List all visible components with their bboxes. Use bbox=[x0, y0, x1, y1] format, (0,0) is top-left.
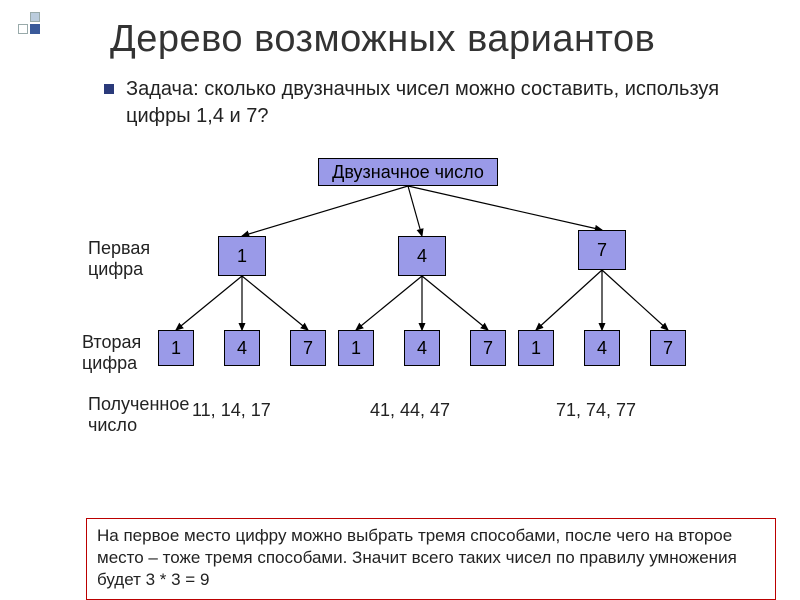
result-group-0: 11, 14, 17 bbox=[192, 400, 271, 421]
tree-level2-node-4: 4 bbox=[404, 330, 440, 366]
tree-level2-node-1: 4 bbox=[224, 330, 260, 366]
tree-level2-node-0: 1 bbox=[158, 330, 194, 366]
tree-level2-node-8-label: 7 bbox=[663, 338, 673, 359]
row-label-second-digit: Вторая цифра bbox=[82, 332, 141, 374]
tree-root-label: Двузначное число bbox=[332, 162, 484, 183]
result-group-2: 71, 74, 77 bbox=[556, 400, 636, 421]
row-label-first-digit: Первая цифра bbox=[88, 238, 150, 280]
tree-level2-node-1-label: 4 bbox=[237, 338, 247, 359]
tree-level2-node-4-label: 4 bbox=[417, 338, 427, 359]
tree-level2-node-2: 7 bbox=[290, 330, 326, 366]
page-title: Дерево возможных вариантов bbox=[110, 18, 655, 61]
row-label-result: Полученное число bbox=[88, 394, 189, 436]
tree-diagram: Двузначное число 1 4 7 1 4 7 1 4 7 1 4 7 Первая ци… bbox=[0, 148, 800, 448]
tree-level1-node-0: 1 bbox=[218, 236, 266, 276]
tree-level1-node-1: 4 bbox=[398, 236, 446, 276]
tree-level2-node-7-label: 4 bbox=[597, 338, 607, 359]
task-text: Задача: сколько двузначных чисел можно с… bbox=[126, 76, 760, 130]
tree-level2-node-0-label: 1 bbox=[171, 338, 181, 359]
tree-level2-node-8: 7 bbox=[650, 330, 686, 366]
tree-level1-node-2: 7 bbox=[578, 230, 626, 270]
result-group-1: 41, 44, 47 bbox=[370, 400, 450, 421]
tree-level1-node-1-label: 4 bbox=[417, 246, 427, 267]
tree-level2-node-5-label: 7 bbox=[483, 338, 493, 359]
tree-level2-node-2-label: 7 bbox=[303, 338, 313, 359]
conclusion-box: На первое место цифру можно выбрать трем… bbox=[86, 518, 776, 600]
bullet-icon bbox=[104, 84, 114, 94]
tree-level1-node-0-label: 1 bbox=[237, 246, 247, 267]
tree-level2-node-6-label: 1 bbox=[531, 338, 541, 359]
tree-level2-node-3: 1 bbox=[338, 330, 374, 366]
tree-root-node: Двузначное число bbox=[318, 158, 498, 186]
tree-level2-node-3-label: 1 bbox=[351, 338, 361, 359]
tree-level2-node-7: 4 bbox=[584, 330, 620, 366]
corner-decoration bbox=[18, 12, 46, 40]
tree-level2-node-5: 7 bbox=[470, 330, 506, 366]
tree-level2-node-6: 1 bbox=[518, 330, 554, 366]
tree-level1-node-2-label: 7 bbox=[597, 240, 607, 261]
